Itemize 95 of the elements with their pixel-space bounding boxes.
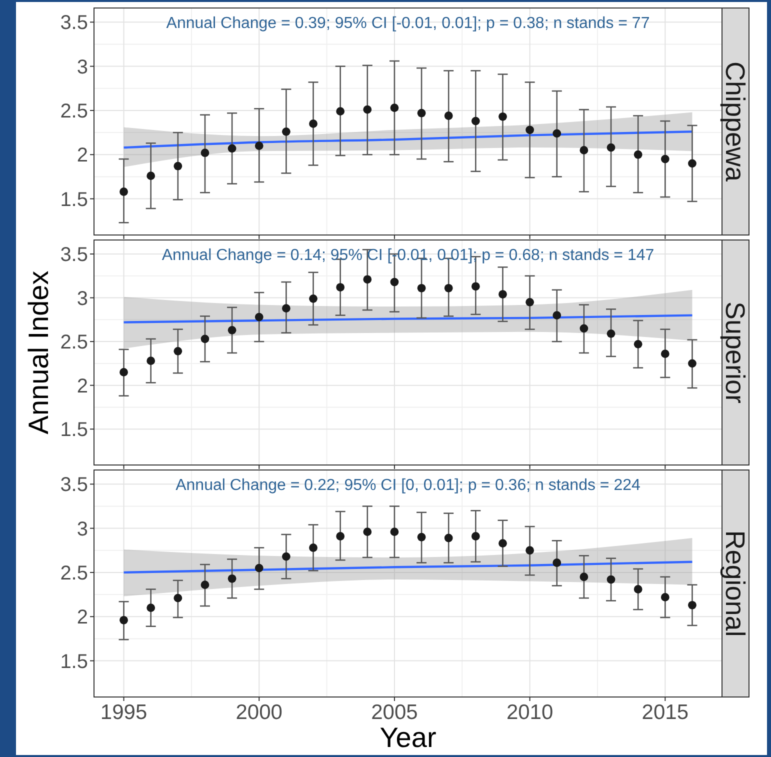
text: Superior <box>720 301 750 404</box>
point <box>552 311 562 320</box>
y-tick-label: 2 <box>76 375 88 398</box>
point <box>417 284 426 292</box>
point <box>417 532 426 542</box>
point <box>390 528 399 536</box>
point <box>580 146 588 154</box>
point <box>228 326 236 334</box>
point <box>336 283 345 292</box>
point <box>444 284 453 292</box>
point <box>363 275 372 284</box>
point <box>146 604 156 612</box>
x-tick-label: 2005 <box>371 701 418 724</box>
point <box>309 544 318 552</box>
x-tick-label: 2010 <box>506 701 554 724</box>
point <box>526 298 534 306</box>
point <box>660 154 670 164</box>
annotation: Annual Change = 0.39; 95% CI [-0.01, 0.01]; p = 0.38; n stands = 77 <box>166 15 650 32</box>
point <box>552 558 562 567</box>
x-axis-title: Year <box>380 722 436 753</box>
point <box>688 359 696 368</box>
point <box>606 329 616 338</box>
point <box>254 142 264 150</box>
point <box>634 150 642 159</box>
point <box>580 324 588 333</box>
point <box>660 592 670 602</box>
y-tick-label: 2.5 <box>60 562 88 584</box>
point <box>363 105 372 114</box>
y-tick-label: 1.5 <box>60 650 88 673</box>
y-tick-label: 2 <box>76 144 88 167</box>
point <box>471 532 480 540</box>
point <box>282 304 290 312</box>
point <box>200 580 210 590</box>
point <box>498 290 507 298</box>
point <box>120 188 128 196</box>
point <box>120 616 128 624</box>
point <box>390 104 399 112</box>
point <box>254 564 264 572</box>
point <box>688 600 696 610</box>
point <box>526 546 534 555</box>
text: Chippewa <box>720 61 750 183</box>
y-tick-label: 3 <box>76 56 88 78</box>
x-tick-label: 2015 <box>642 701 689 724</box>
y-tick-label: 3 <box>76 518 88 540</box>
point <box>417 108 426 118</box>
point <box>174 346 182 356</box>
point <box>552 129 562 138</box>
point <box>390 278 399 286</box>
y-tick-label: 2 <box>76 606 88 629</box>
point <box>471 282 480 291</box>
point <box>146 172 156 180</box>
y-tick-label: 3.5 <box>60 12 88 34</box>
point <box>606 143 616 152</box>
point <box>228 144 236 153</box>
point <box>146 356 156 366</box>
point <box>444 534 453 542</box>
y-tick-label: 1.5 <box>60 419 88 442</box>
point <box>174 594 182 602</box>
text: Regional <box>720 530 750 637</box>
y-tick-label: 2.5 <box>60 332 88 354</box>
point <box>660 350 670 358</box>
point <box>200 148 210 158</box>
point <box>498 112 507 121</box>
annotation: Annual Change = 0.22; 95% CI [0, 0.01]; p = 0.36; n stands = 224 <box>176 477 640 494</box>
point <box>580 572 588 582</box>
x-tick-label: 2000 <box>236 701 282 724</box>
point <box>634 585 642 594</box>
point <box>309 294 318 303</box>
point <box>688 159 696 168</box>
line-series <box>122 560 694 574</box>
point <box>363 528 372 536</box>
point <box>174 162 182 170</box>
point <box>498 539 507 548</box>
point <box>471 116 480 126</box>
line-series <box>122 314 694 324</box>
y-tick-label: 1.5 <box>60 188 88 211</box>
point <box>200 334 210 344</box>
point <box>336 532 345 540</box>
point <box>444 112 453 120</box>
y-tick-label: 3.5 <box>60 244 88 266</box>
point <box>309 120 318 128</box>
point <box>120 368 128 376</box>
point <box>282 127 290 136</box>
y-tick-label: 2.5 <box>60 100 88 122</box>
point <box>606 575 616 584</box>
y-axis-title: Annual Index <box>22 270 54 434</box>
point <box>336 107 345 116</box>
point <box>634 340 642 348</box>
y-tick-label: 3.5 <box>60 474 88 496</box>
point <box>254 312 264 322</box>
point <box>228 574 236 583</box>
x-tick-label: 1995 <box>100 701 148 724</box>
point <box>526 126 534 134</box>
y-tick-label: 3 <box>76 288 88 310</box>
point <box>282 552 290 561</box>
